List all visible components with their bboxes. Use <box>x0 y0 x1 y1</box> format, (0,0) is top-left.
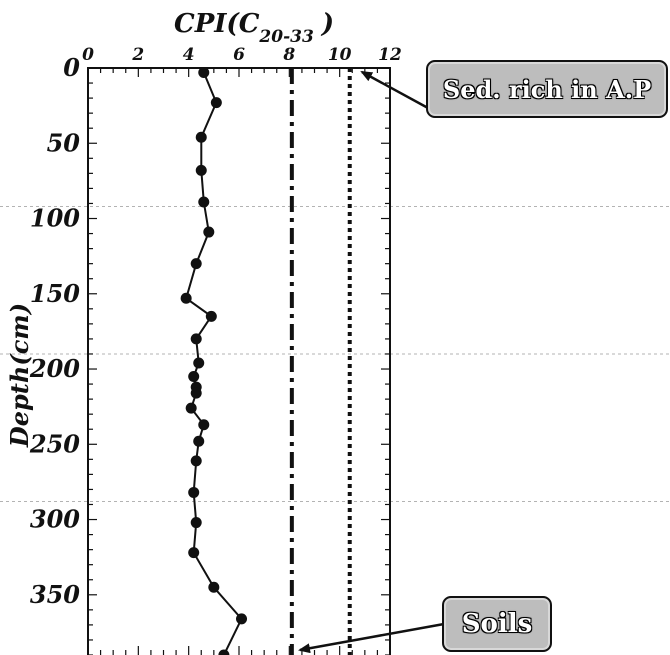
y-tick-label: 200 <box>29 354 80 383</box>
y-tick-label: 100 <box>30 204 80 233</box>
data-point <box>198 196 210 208</box>
data-point <box>188 371 200 383</box>
data-point <box>188 486 200 498</box>
y-axis-title: Depth(cm) <box>5 303 34 448</box>
soils-callout-arrow <box>298 622 445 654</box>
plot-frame <box>87 67 391 655</box>
y-axis-ticks: 0 50 100 150 200 250 300 350 <box>29 53 390 655</box>
data-point <box>190 387 202 399</box>
data-series <box>180 67 248 655</box>
data-point <box>236 613 248 625</box>
reference-lines <box>289 68 352 655</box>
plot-border <box>87 67 391 655</box>
x-tick-label: 2 <box>131 45 144 65</box>
data-point <box>208 581 220 593</box>
data-point <box>190 258 202 270</box>
data-point <box>198 67 210 79</box>
y-tick-label: 50 <box>47 128 81 157</box>
y-tick-label: 0 <box>63 53 80 82</box>
y-tick-label: 150 <box>30 279 80 308</box>
data-point <box>188 547 200 559</box>
x-axis-title-close: ) <box>321 9 334 39</box>
data-point <box>195 164 207 176</box>
data-point <box>190 333 202 345</box>
y-tick-label: 250 <box>29 429 80 458</box>
x-axis-title-main: CPI(C <box>174 9 260 39</box>
x-tick-label: 0 <box>82 45 94 65</box>
data-point <box>205 310 217 322</box>
sed-callout-arrow <box>360 70 429 110</box>
data-point <box>218 649 230 655</box>
y-tick-label: 350 <box>30 580 80 609</box>
data-point <box>190 455 202 467</box>
data-point <box>193 435 205 447</box>
data-point <box>190 517 202 529</box>
x-axis-title-subscript: 20-33 <box>258 27 314 47</box>
x-tick-label: 4 <box>183 45 195 65</box>
x-tick-label: 6 <box>233 45 245 65</box>
x-tick-label: 12 <box>378 45 402 65</box>
x-axis-title: CPI(C20-33) <box>174 9 334 47</box>
data-point <box>195 131 207 143</box>
data-point <box>185 402 197 414</box>
x-axis-ticks: 0 2 4 6 8 10 12 <box>82 45 402 655</box>
sed-rich-callout: Sed. rich in A.P <box>426 60 668 118</box>
data-point <box>203 226 215 238</box>
data-point <box>193 357 205 369</box>
soils-callout: Soils <box>442 596 552 652</box>
gridlines <box>0 206 670 502</box>
data-point <box>210 97 222 109</box>
data-point <box>180 292 192 304</box>
x-tick-label: 8 <box>282 45 295 65</box>
data-point <box>198 419 210 431</box>
y-tick-label: 300 <box>30 505 80 534</box>
x-tick-label: 10 <box>328 45 352 65</box>
